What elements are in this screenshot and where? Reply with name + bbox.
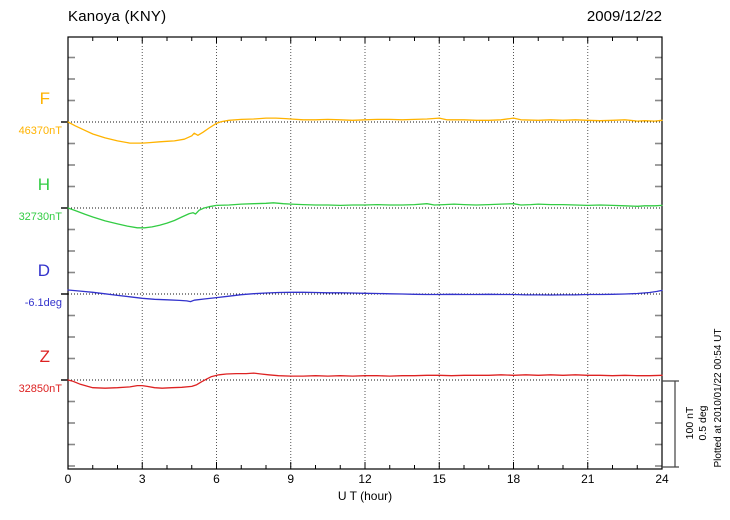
scale-bar-nt-line: 100 nT bbox=[684, 406, 696, 440]
series-H-curve bbox=[67, 202, 663, 229]
x-tick-label: 0 bbox=[64, 472, 72, 486]
x-tick-label: 3 bbox=[138, 472, 146, 486]
plotted-at-note: Plotted at 2010/01/22 00:54 UT bbox=[713, 328, 724, 468]
series-F-curve bbox=[67, 117, 663, 144]
series-Z-base-value: 32850nT bbox=[18, 383, 62, 395]
x-tick-label: 12 bbox=[358, 472, 372, 486]
series-Z-letter: Z bbox=[39, 347, 50, 366]
series-F-letter: F bbox=[39, 89, 50, 108]
x-tick-label: 21 bbox=[581, 472, 595, 486]
series-F-base-value: 46370nT bbox=[18, 125, 62, 137]
series-H-base-value: 32730nT bbox=[18, 211, 62, 223]
x-tick-label: 6 bbox=[213, 472, 220, 486]
series-D-base-value: -6.1deg bbox=[24, 297, 62, 309]
x-tick-label: 24 bbox=[655, 472, 669, 486]
series-D-curve bbox=[67, 289, 663, 303]
scale-bar-label: 100 nT 0.5 deg bbox=[684, 393, 710, 453]
x-axis-tick-labels: 0 3 6 9 12 15 18 21 24 bbox=[0, 472, 730, 488]
series-H-letter: H bbox=[37, 175, 50, 194]
station-title: Kanoya (KNY) bbox=[68, 8, 167, 25]
series-Z-curve bbox=[67, 372, 663, 389]
plot-date: 2009/12/22 bbox=[586, 8, 662, 25]
x-tick-label: 18 bbox=[506, 472, 521, 486]
scale-bar-deg-line: 0.5 deg bbox=[697, 405, 709, 441]
x-tick-label: 15 bbox=[432, 472, 446, 486]
x-tick-label: 9 bbox=[287, 472, 295, 486]
x-axis-label: U T (hour) bbox=[337, 489, 393, 503]
series-D-letter: D bbox=[37, 261, 50, 280]
